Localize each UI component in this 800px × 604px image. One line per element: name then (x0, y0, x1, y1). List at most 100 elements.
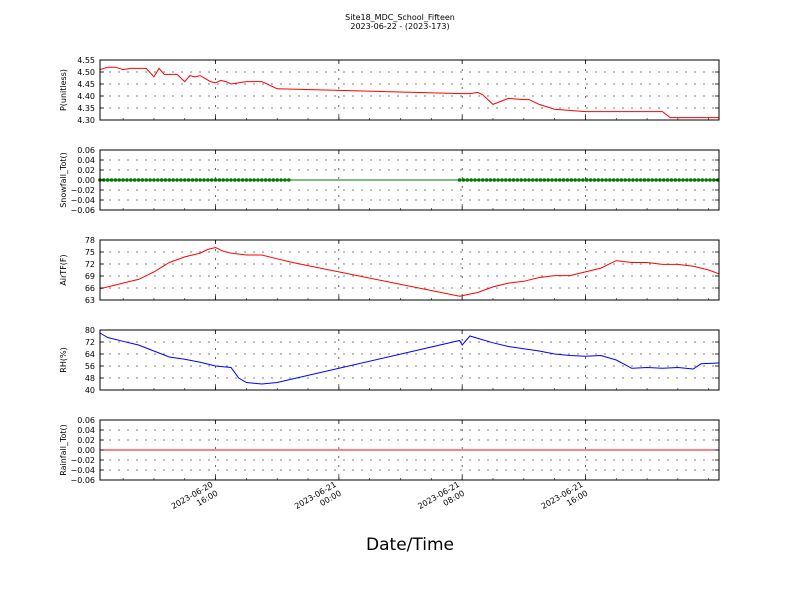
snowfall-data-point (271, 178, 276, 182)
snowfall-data-point (167, 178, 172, 182)
snowfall-data-point (179, 178, 183, 182)
snowfall-data-point (538, 178, 543, 182)
snowfall-data-point (534, 178, 539, 182)
snowfall-data-point (248, 178, 253, 182)
y-tick-label: 0.00 (77, 176, 95, 185)
y-tick-label: 48 (85, 374, 95, 383)
snowfall-data-point (461, 178, 466, 182)
snowfall-data-point (125, 178, 129, 182)
y-axis-label: RH(%) (59, 347, 68, 372)
snowfall-data-point (129, 178, 133, 182)
y-tick-label: 66 (85, 284, 95, 293)
snowfall-data-point (159, 178, 164, 182)
snowfall-data-point (600, 178, 604, 182)
y-tick-label: 0.02 (77, 436, 95, 445)
snowfall-data-point (109, 178, 114, 182)
series-line-1 (99, 66, 719, 119)
snowfall-data-point (260, 178, 264, 182)
y-tick-label: 4.55 (77, 56, 95, 65)
snowfall-data-point (661, 178, 666, 182)
y-axis-label: Rainfall_Tot() (59, 424, 68, 476)
snowfall-data-point (186, 178, 191, 182)
y-tick-label: 4.40 (77, 92, 95, 101)
snowfall-data-point (457, 178, 462, 182)
y-tick-label: −0.06 (70, 206, 95, 215)
figure-subtitle: 2023-06-22 - (2023-173) (350, 22, 449, 31)
snowfall-data-point (708, 178, 712, 182)
snowfall-data-point (712, 178, 716, 182)
snowfall-data-point (665, 178, 670, 182)
snowfall-data-point (608, 178, 612, 182)
y-tick-label: 69 (85, 272, 95, 281)
snowfall-data-point (623, 178, 628, 182)
snowfall-data-point (163, 178, 168, 182)
snowfall-data-point (685, 178, 689, 182)
snowfall-data-point (469, 178, 473, 182)
snowfall-data-point (252, 178, 256, 182)
snowfall-data-point (225, 178, 229, 182)
series-line-3 (99, 246, 720, 297)
snowfall-data-point (704, 178, 708, 182)
snowfall-data-point (504, 178, 508, 182)
snowfall-data-point (240, 178, 245, 182)
snowfall-data-point (175, 178, 179, 182)
snowfall-data-point (604, 178, 608, 182)
panel-4: 40 48 56 64 72 80 RH(%) (59, 326, 720, 395)
y-tick-label: 63 (85, 296, 95, 305)
snowfall-data-point (275, 178, 280, 182)
snowfall-data-point (213, 178, 218, 182)
snowfall-data-point (588, 178, 593, 182)
snowfall-data-point (584, 178, 589, 182)
y-tick-label: −0.02 (70, 186, 95, 195)
y-tick-label: 56 (85, 362, 95, 371)
snowfall-data-point (681, 178, 685, 182)
snowfall-data-point (136, 178, 141, 182)
panel-2: −0.06−0.04−0.020.000.020.040.06 Snowfall_… (59, 146, 720, 215)
snowfall-data-point (286, 178, 291, 182)
snowfall-data-point (477, 178, 481, 182)
panel-3: 63 66 69 72 75 78 AirTF(F) (59, 236, 720, 305)
y-tick-label: 78 (85, 236, 95, 245)
y-tick-label: 0.00 (77, 446, 95, 455)
y-tick-label: 4.45 (77, 80, 95, 89)
snowfall-data-point (592, 178, 597, 182)
snowfall-data-point (140, 178, 145, 182)
series-line-4 (99, 332, 720, 385)
snowfall-data-point (117, 178, 122, 182)
y-tick-label: −0.02 (70, 456, 95, 465)
y-tick-label: −0.04 (70, 466, 95, 475)
snowfall-data-point (206, 178, 210, 182)
snowfall-data-point (527, 178, 531, 182)
snowfall-data-point (611, 178, 616, 182)
snowfall-data-point (642, 178, 647, 182)
snowfall-data-point (673, 178, 678, 182)
y-tick-label: 40 (85, 386, 95, 395)
snowfall-data-point (171, 178, 176, 182)
snowfall-data-point (700, 178, 705, 182)
snowfall-data-point (550, 178, 554, 182)
panel-5: −0.06−0.04−0.020.000.020.040.06 Rainfall_… (59, 416, 720, 485)
y-tick-label: 80 (85, 326, 95, 335)
snowfall-data-point (511, 178, 516, 182)
snowfall-data-point (569, 178, 574, 182)
panel-frame (99, 329, 720, 391)
panel-frame (99, 59, 720, 121)
snowfall-data-point (233, 178, 237, 182)
snowfall-data-point (646, 178, 651, 182)
snowfall-data-point (650, 178, 655, 182)
snowfall-data-point (507, 178, 512, 182)
snowfall-data-point (554, 178, 558, 182)
snowfall-data-point (696, 178, 701, 182)
snowfall-data-point (480, 178, 485, 182)
y-tick-label: 64 (85, 350, 95, 359)
snowfall-data-point (577, 178, 581, 182)
panel-frame (99, 239, 720, 301)
snowfall-data-point (144, 178, 149, 182)
y-axis-label: P(unitless) (59, 69, 68, 111)
snowfall-data-point (542, 178, 547, 182)
